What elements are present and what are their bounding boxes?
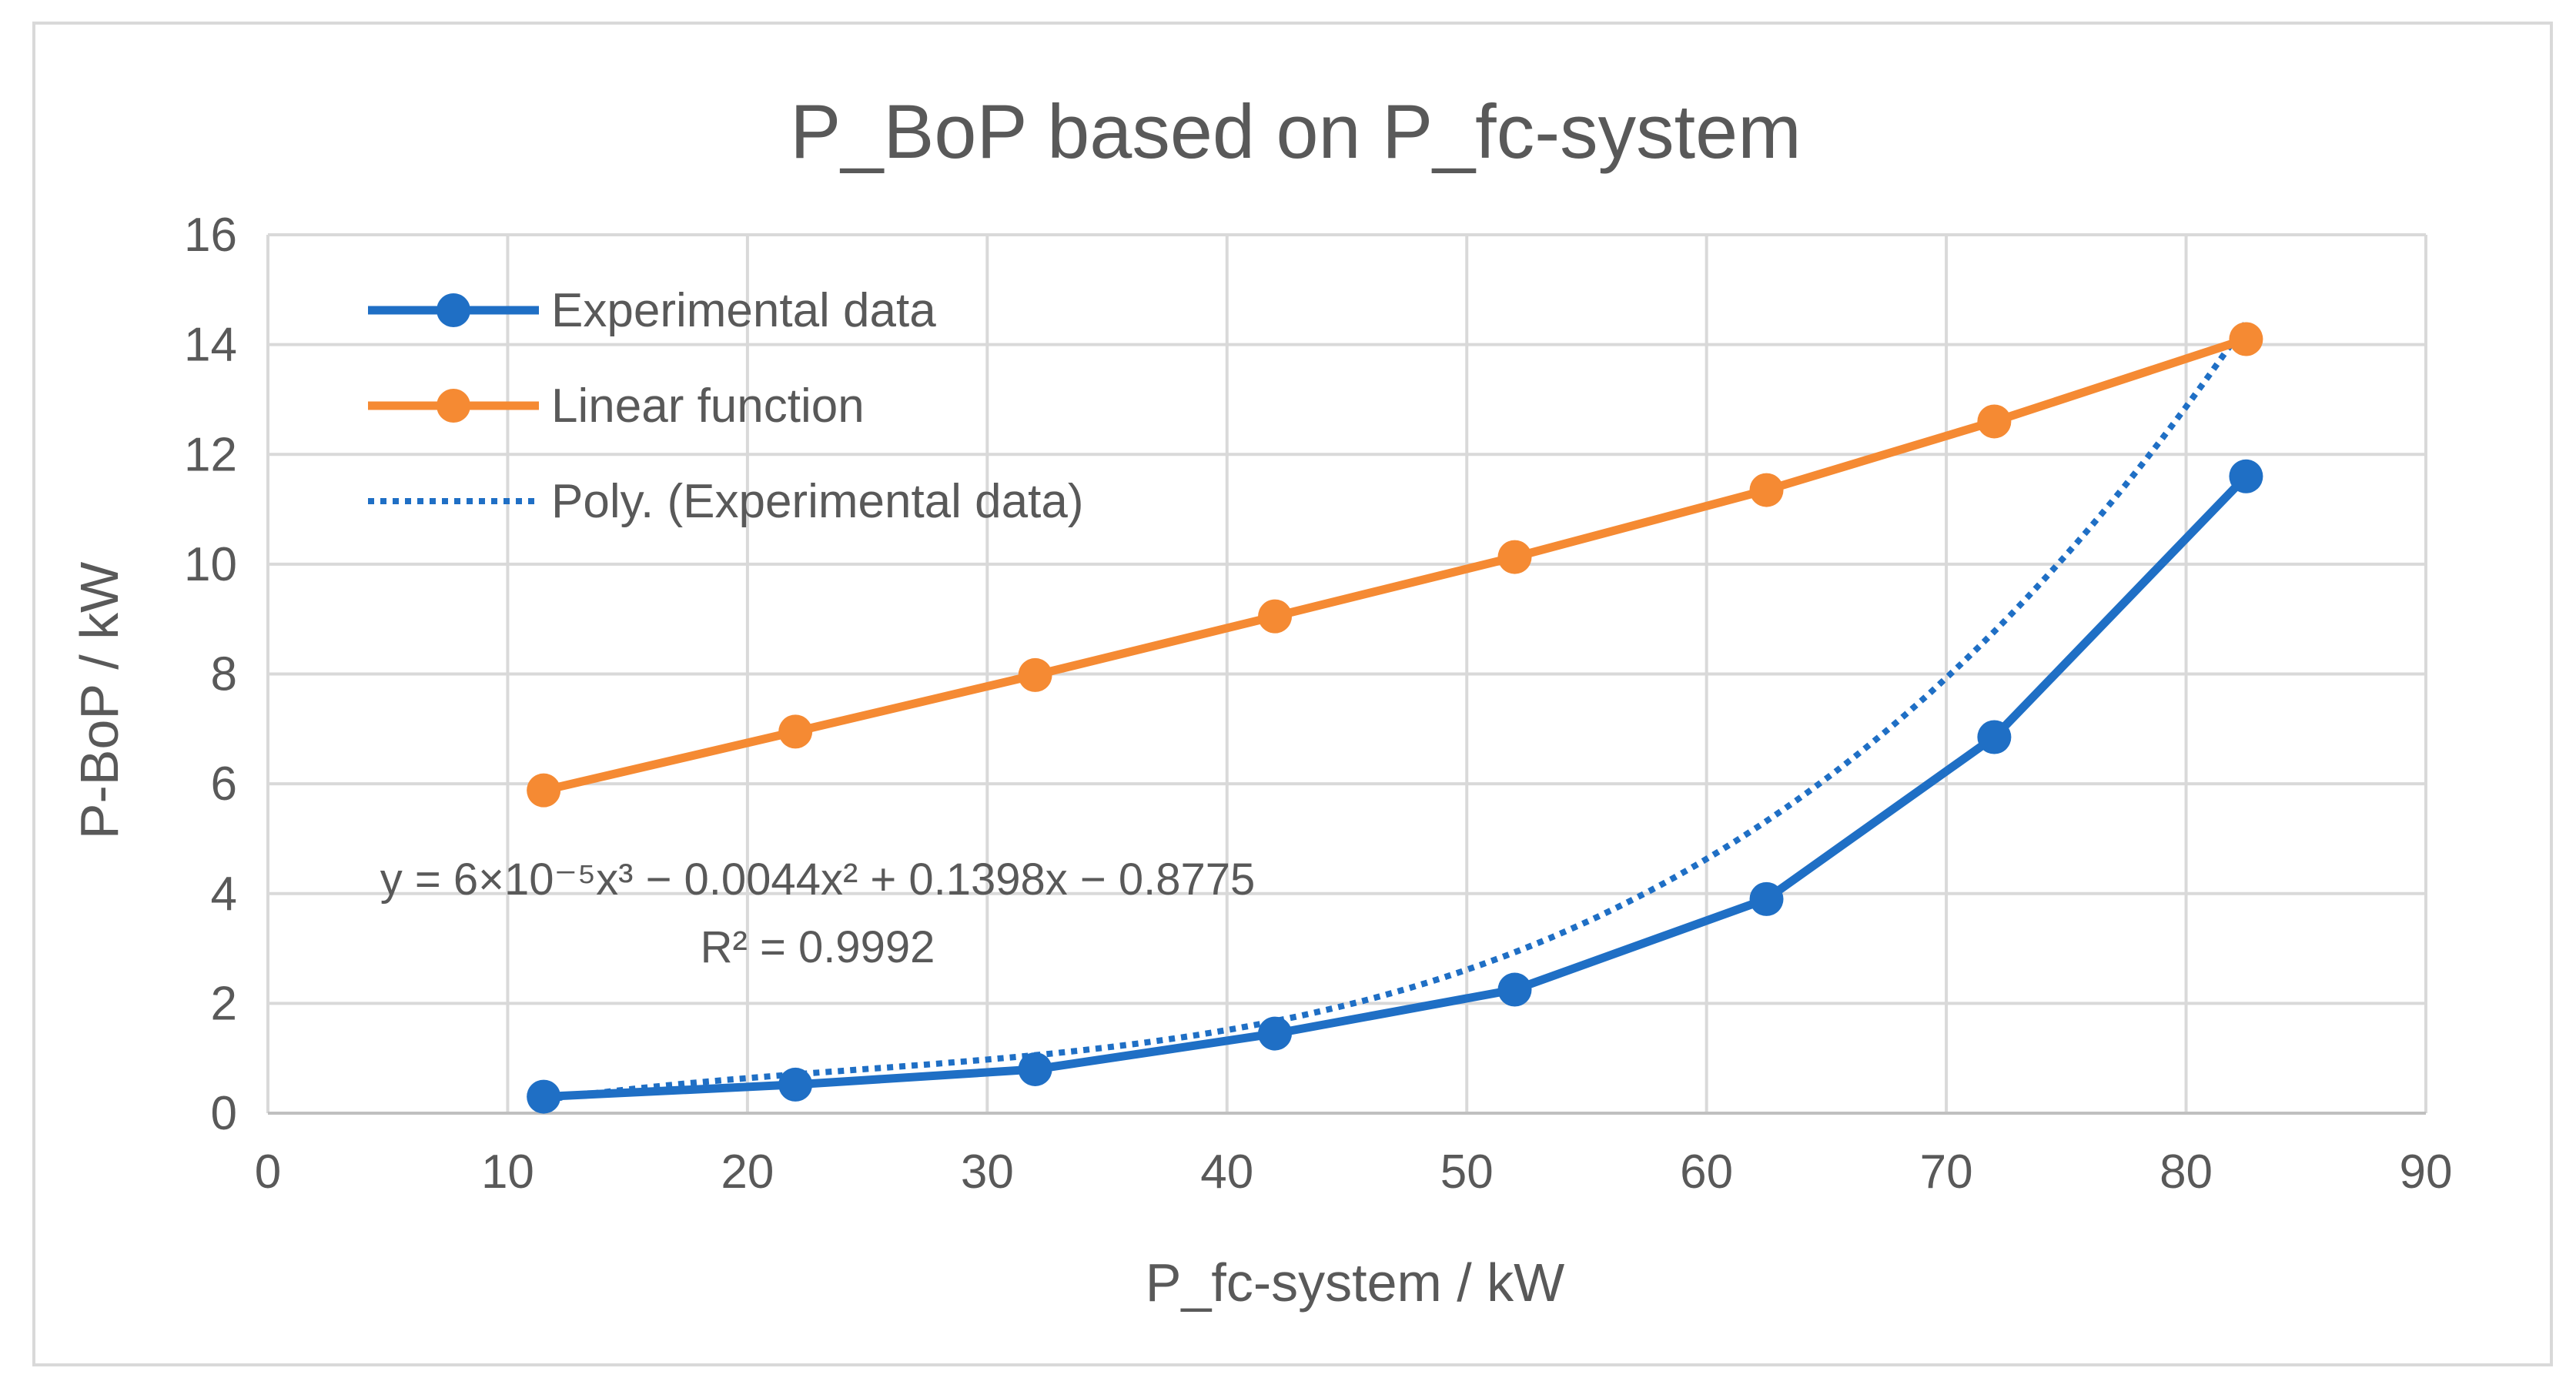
trendline-equation: y = 6×10⁻⁵x³ − 0.0044x² + 0.1398x − 0.87… xyxy=(380,855,1256,905)
y-tick-label: 0 xyxy=(211,1087,237,1140)
series-layer xyxy=(527,320,2263,1114)
x-tick-label: 40 xyxy=(1200,1145,1253,1199)
y-tick-label: 4 xyxy=(211,868,237,921)
grid-layer xyxy=(266,233,2427,1113)
chart-title: P_BoP based on P_fc-system xyxy=(790,89,1801,174)
series-line-linear xyxy=(539,335,2250,795)
data-point-linear xyxy=(778,714,813,749)
y-tick-label: 8 xyxy=(211,648,237,701)
data-point-experimental xyxy=(1977,720,2012,754)
y-tick-label: 16 xyxy=(184,209,237,262)
legend-label-experimental: Experimental data xyxy=(551,284,936,337)
x-tick-label: 10 xyxy=(481,1145,534,1199)
data-point-linear xyxy=(527,773,561,808)
x-tick-label: 0 xyxy=(255,1145,281,1199)
chart-border xyxy=(32,22,2553,1366)
x-tick-label: 50 xyxy=(1440,1145,1494,1199)
data-point-linear xyxy=(1258,599,1293,634)
x-tick-label: 70 xyxy=(1920,1145,1973,1199)
legend-item-experimental: Experimental data xyxy=(368,284,936,337)
data-point-linear xyxy=(1977,404,2012,439)
data-point-experimental xyxy=(527,1079,561,1114)
data-point-experimental xyxy=(1258,1016,1293,1051)
x-tick-label: 80 xyxy=(2159,1145,2213,1199)
x-tick-label: 60 xyxy=(1680,1145,1733,1199)
data-point-linear xyxy=(1018,657,1052,692)
x-axis-label: P_fc-system / kW xyxy=(1146,1253,1564,1313)
legend-label-linear: Linear function xyxy=(551,380,865,433)
data-point-experimental xyxy=(778,1067,813,1102)
tick-labels: 0 2 4 6 8 10 12 14 16 0 10 20 30 40 50 60 70 80 90 xyxy=(184,209,2452,1199)
data-point-linear xyxy=(1497,540,1532,574)
data-point-experimental xyxy=(1497,972,1532,1007)
y-tick-label: 14 xyxy=(184,319,237,372)
legend: Experimental data Linear function Poly. … xyxy=(368,284,1083,528)
legend-label-poly: Poly. (Experimental data) xyxy=(551,475,1083,528)
x-tick-label: 30 xyxy=(961,1145,1014,1199)
data-point-experimental xyxy=(2229,459,2263,493)
y-tick-label: 12 xyxy=(184,428,237,481)
data-point-experimental xyxy=(1749,881,1784,916)
data-point-experimental xyxy=(1018,1052,1052,1086)
trendline-poly xyxy=(543,320,2249,1103)
series-line-experimental xyxy=(539,472,2250,1102)
y-tick-label: 6 xyxy=(211,758,237,811)
data-point-linear xyxy=(1749,473,1784,507)
legend-marker-experimental xyxy=(437,293,470,327)
x-tick-label: 90 xyxy=(2400,1145,2453,1199)
y-axis-label: P-BoP / kW xyxy=(69,562,129,839)
data-point-linear xyxy=(2229,322,2263,356)
legend-item-poly: Poly. (Experimental data) xyxy=(368,475,1083,528)
x-tick-label: 20 xyxy=(721,1145,774,1199)
trendline-r-squared: R² = 0.9992 xyxy=(701,922,935,972)
legend-marker-linear xyxy=(437,389,470,423)
y-tick-label: 10 xyxy=(184,538,237,591)
y-tick-label: 2 xyxy=(211,977,237,1030)
legend-item-linear: Linear function xyxy=(368,380,865,433)
